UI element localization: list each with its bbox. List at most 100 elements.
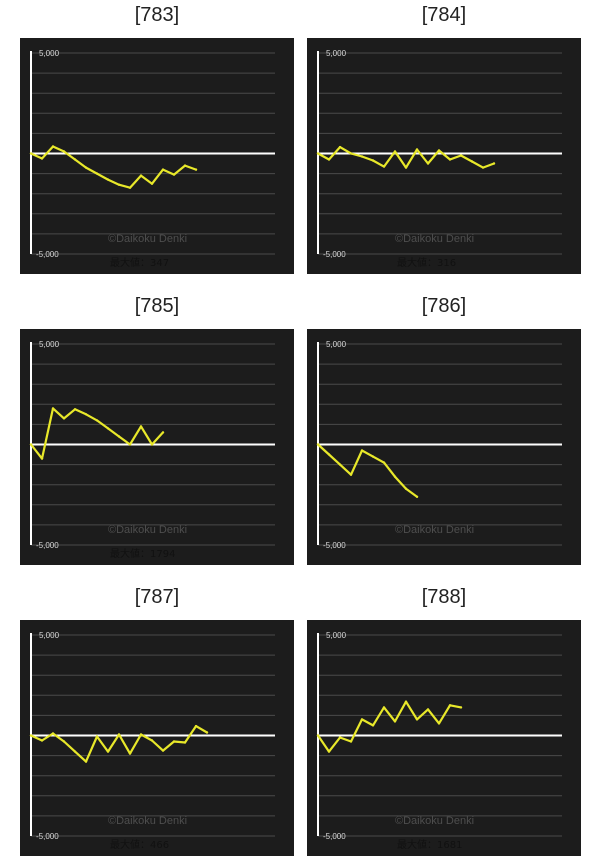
data-point <box>51 145 55 148</box>
data-point <box>139 174 143 177</box>
watermark: ©Daikoku Denki <box>108 233 187 245</box>
chart-title: [786] <box>421 295 467 317</box>
y-tick-label: 5,000 <box>39 49 60 58</box>
line-chart: 5,000 -5,000 ©Daikoku Denki <box>316 340 562 550</box>
data-point <box>106 427 110 430</box>
data-point <box>316 734 320 737</box>
data-point <box>62 417 66 420</box>
data-point <box>426 162 430 165</box>
watermark: ©Daikoku Denki <box>108 524 187 536</box>
chart-panel: 5,000 -5,000 ©Daikoku Denki 最大値：316 <box>307 38 581 274</box>
max-value-label: 最大値：347 <box>110 256 169 269</box>
chart-title: [783] <box>134 4 180 26</box>
data-point <box>382 706 386 709</box>
data-point <box>194 724 198 728</box>
chart-title: [785] <box>134 295 180 317</box>
data-point <box>459 706 463 709</box>
data-point <box>84 760 88 763</box>
data-point <box>95 419 99 422</box>
data-point <box>95 172 99 175</box>
data-point <box>150 182 154 185</box>
chart-title: [787] <box>134 586 180 608</box>
data-point <box>393 150 397 153</box>
data-point <box>172 173 176 176</box>
data-point <box>415 148 419 151</box>
line-chart: 5,000 -5,000 ©Daikoku Denki 最大値：1681 <box>316 631 562 851</box>
data-point <box>172 740 176 743</box>
data-point <box>426 708 430 711</box>
data-point <box>360 718 364 721</box>
y-tick-label: -5,000 <box>323 250 346 259</box>
data-point <box>40 157 44 160</box>
data-point <box>194 168 198 171</box>
data-point <box>404 700 408 703</box>
data-point <box>183 741 187 744</box>
data-point <box>62 740 66 743</box>
chart-panel: 5,000 -5,000 ©Daikoku Denki 最大値：347 <box>20 38 294 274</box>
data-point <box>371 724 375 727</box>
series-line <box>316 145 496 169</box>
data-point <box>437 722 441 725</box>
data-point <box>448 704 452 707</box>
data-point <box>51 732 55 735</box>
max-value-label: 最大値：316 <box>397 256 456 269</box>
data-point <box>349 473 353 476</box>
data-point <box>139 733 143 736</box>
data-point <box>338 145 342 149</box>
data-point <box>393 720 397 723</box>
y-tick-label: -5,000 <box>323 541 346 550</box>
data-point <box>371 455 375 458</box>
data-point <box>349 740 353 743</box>
y-tick-label: 5,000 <box>39 631 60 640</box>
data-point <box>338 463 342 466</box>
max-value-label: 最大値：466 <box>110 838 169 851</box>
data-point <box>139 425 143 428</box>
data-point <box>150 443 154 446</box>
series-line <box>29 407 165 460</box>
data-point <box>327 453 331 456</box>
data-point <box>29 152 33 155</box>
data-point <box>117 183 121 186</box>
data-point <box>29 443 33 446</box>
data-point <box>415 718 419 721</box>
data-point <box>437 149 441 152</box>
chart-title: [788] <box>421 586 467 608</box>
data-point <box>161 749 165 752</box>
data-point <box>161 168 165 171</box>
chart-panel: 5,000 -5,000 ©Daikoku Denki 最大値：1794 <box>20 329 294 565</box>
data-point <box>404 487 408 490</box>
watermark: ©Daikoku Denki <box>108 815 187 827</box>
data-point <box>327 750 331 753</box>
data-point <box>360 155 364 158</box>
data-point <box>382 461 386 464</box>
data-point <box>84 413 88 416</box>
y-tick-label: -5,000 <box>36 832 59 841</box>
data-point <box>161 431 165 434</box>
y-tick-label: -5,000 <box>323 832 346 841</box>
series-line <box>316 443 419 498</box>
chart-title: [784] <box>421 4 467 26</box>
data-point <box>117 435 121 438</box>
data-point <box>393 475 397 478</box>
y-tick-label: 5,000 <box>326 49 347 58</box>
data-point <box>338 736 342 739</box>
line-chart: 5,000 -5,000 ©Daikoku Denki 最大値：316 <box>316 49 562 269</box>
data-point <box>73 408 77 411</box>
data-point <box>481 166 485 169</box>
data-point <box>106 178 110 181</box>
y-tick-label: 5,000 <box>326 340 347 349</box>
series-line <box>316 700 463 753</box>
watermark: ©Daikoku Denki <box>395 815 474 827</box>
data-point <box>128 752 132 755</box>
data-point <box>40 739 44 742</box>
y-tick-label: -5,000 <box>36 250 59 259</box>
chart-panel: 5,000 -5,000 ©Daikoku Denki 最大値：1681 <box>307 620 581 856</box>
line-chart: 5,000 -5,000 ©Daikoku Denki 最大値：466 <box>29 631 275 851</box>
max-value-label: 最大値：1794 <box>110 547 175 560</box>
data-point <box>40 457 44 460</box>
data-point <box>349 152 353 155</box>
data-point <box>150 739 154 742</box>
data-point <box>106 750 110 753</box>
data-point <box>470 160 474 163</box>
